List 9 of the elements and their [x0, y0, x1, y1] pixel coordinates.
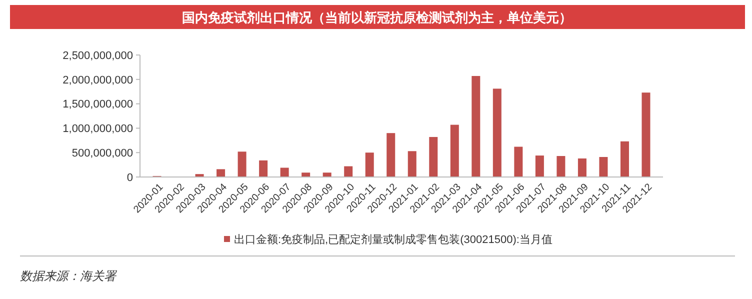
source-note: 数据来源：海关署 — [20, 269, 118, 283]
y-tick-label: 2,000,000,000 — [62, 74, 133, 86]
y-tick-label: 1,500,000,000 — [62, 98, 133, 111]
y-tick-label: 2,500,000,000 — [62, 50, 133, 62]
y-tick-label: 500,000,000 — [72, 147, 133, 160]
y-tick-label: 1,000,000,000 — [62, 123, 133, 136]
chart-title: 国内免疫试剂出口情况（当前以新冠抗原检测试剂为主，单位美元） — [182, 10, 572, 25]
legend-label: 出口金额:免疫制品,已配定剂量或制成零售包装(30021500):当月值 — [234, 233, 552, 246]
y-tick-label: 0 — [126, 172, 133, 184]
